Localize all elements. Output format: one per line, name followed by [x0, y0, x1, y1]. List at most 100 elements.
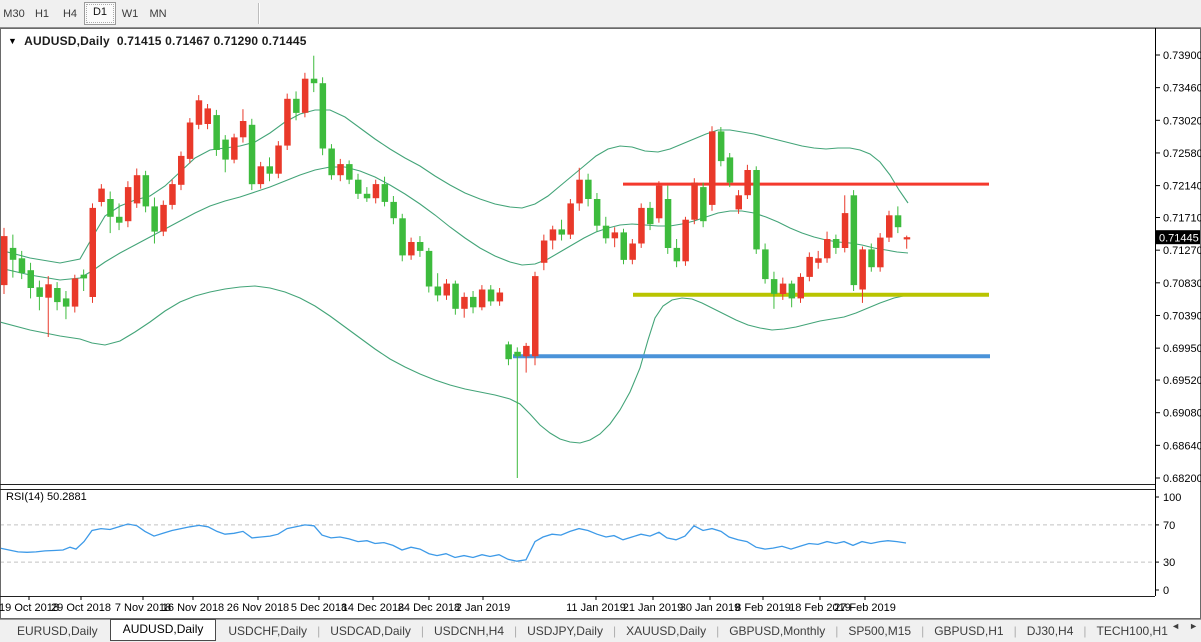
tab-dj30-h4[interactable]: DJ30,H4 — [1026, 623, 1074, 638]
chevron-down-icon[interactable]: ▼ — [8, 36, 18, 46]
candle-body — [195, 100, 203, 125]
date-axis-label: 27 Feb 2019 — [834, 602, 896, 614]
candle-body — [186, 122, 194, 159]
tab-tech100-h1[interactable]: TECH100,H1 — [1096, 623, 1168, 638]
candle-body — [337, 164, 344, 176]
candle-body — [496, 292, 504, 302]
candle-body — [213, 115, 220, 150]
candle-body — [399, 218, 406, 256]
timeframe-button-m30[interactable]: M30 — [3, 7, 25, 20]
date-axis-label: 16 Nov 2018 — [162, 602, 224, 614]
tabs-scroll-left-button[interactable]: ◄ — [1171, 621, 1181, 631]
candle-body — [540, 240, 548, 263]
chart-title: ▼ AUDUSD,Daily 0.71415 0.71467 0.71290 0… — [8, 34, 307, 48]
date-axis-label: 21 Jan 2019 — [623, 602, 684, 614]
candle-body — [443, 283, 450, 296]
timeframe-button-mn[interactable]: MN — [149, 7, 167, 20]
candle-body — [682, 219, 689, 262]
tab-gbpusd-h1[interactable]: GBPUSD,H1 — [934, 623, 1004, 638]
candle-body — [62, 298, 70, 307]
rsi-axis-label: 70 — [1163, 520, 1175, 532]
candle-body — [363, 193, 371, 199]
tab-usdjpy-daily[interactable]: USDJPY,Daily — [527, 623, 603, 638]
candle-body — [815, 258, 822, 263]
candle-body — [709, 131, 716, 205]
price-axis-label: 0.68200 — [1163, 473, 1201, 485]
tab-audusd-daily[interactable]: AUDUSD,Daily — [109, 619, 217, 641]
candle-body — [576, 179, 583, 204]
candle-body — [549, 229, 557, 241]
timeframe-button-h4[interactable]: H4 — [62, 7, 78, 20]
candle-body — [877, 237, 884, 268]
candle-body — [762, 249, 769, 280]
timeframe-button-h1[interactable]: H1 — [34, 7, 50, 20]
candle-body — [461, 296, 468, 309]
candle-body — [27, 270, 34, 288]
candle-body — [178, 155, 185, 185]
tab-sp500-m15[interactable]: SP500,M15 — [848, 623, 912, 638]
candle-body — [593, 199, 601, 226]
candle-body — [726, 157, 734, 183]
tab-usdcad-daily[interactable]: USDCAD,Daily — [330, 623, 411, 638]
candle-body — [346, 164, 353, 180]
tab-gbpusd-monthly[interactable]: GBPUSD,Monthly — [729, 623, 826, 638]
tabs-scroll-right-button[interactable]: ► — [1189, 621, 1198, 631]
candle-body — [1, 236, 8, 286]
candle-body — [319, 83, 327, 149]
candle-body — [390, 201, 397, 219]
timeframe-button-w1[interactable]: W1 — [121, 7, 139, 20]
price-axis-label: 0.73460 — [1163, 83, 1201, 95]
candle-body — [673, 247, 681, 262]
candle-body — [638, 207, 645, 244]
toolbar-separator — [258, 3, 260, 24]
candle-body — [850, 195, 858, 286]
candle-body — [372, 184, 380, 199]
rsi-line — [0, 523, 907, 562]
candle-body — [505, 344, 512, 360]
candle-body — [523, 345, 530, 357]
candle-body — [700, 187, 707, 222]
tab-xauusd-daily[interactable]: XAUUSD,Daily — [626, 623, 707, 638]
candle-body — [275, 145, 282, 174]
date-axis-label: 24 Dec 2018 — [398, 602, 460, 614]
price-axis-label: 0.72140 — [1163, 181, 1201, 193]
timeframe-button-d1[interactable]: D1 — [84, 2, 116, 25]
candle-body — [664, 199, 672, 248]
candle-body — [841, 213, 849, 248]
price-axis-label: 0.68640 — [1163, 440, 1201, 452]
tab-separator: | — [1013, 624, 1017, 638]
candle-body — [753, 170, 760, 250]
tab-usdcnh-h4[interactable]: USDCNH,H4 — [434, 623, 505, 638]
candle-body — [655, 185, 663, 219]
tab-eurusd-daily[interactable]: EURUSD,Daily — [17, 623, 98, 638]
chart-ohlc-values: 0.71415 0.71467 0.71290 0.71445 — [116, 34, 307, 48]
candle-body — [310, 78, 318, 84]
candle-body — [54, 288, 61, 303]
date-axis-label: 19 Oct 2018 — [0, 602, 59, 614]
candle-body — [894, 215, 902, 228]
candle-body — [611, 232, 619, 239]
tab-separator: | — [420, 624, 424, 638]
price-axis-label: 0.70830 — [1163, 278, 1201, 290]
tab-separator: | — [835, 624, 839, 638]
price-axis-label: 0.73900 — [1163, 50, 1201, 62]
candle-body — [133, 175, 141, 204]
candle-body — [381, 184, 389, 202]
date-axis-label: 26 Nov 2018 — [227, 602, 289, 614]
tab-separator: | — [317, 624, 321, 638]
current-price-value: 0.71445 — [1159, 233, 1199, 245]
rsi-axis-label: 100 — [1163, 492, 1181, 504]
candle-body — [9, 247, 17, 260]
candle-body — [98, 188, 105, 202]
tab-usdchf-daily[interactable]: USDCHF,Daily — [228, 623, 308, 638]
date-axis-label: 5 Dec 2018 — [291, 602, 347, 614]
candle-body — [222, 139, 229, 160]
timeframe-toolbar: M30 H1 H4 D1 W1 MN — [0, 0, 1201, 28]
candle-body — [806, 256, 813, 277]
candle-body — [434, 286, 442, 296]
price-axis-label: 0.69950 — [1163, 343, 1201, 355]
candle-body — [169, 184, 176, 205]
candle-body — [824, 239, 831, 259]
candle-body — [301, 78, 309, 113]
date-axis-label: 18 Feb 2019 — [789, 602, 851, 614]
